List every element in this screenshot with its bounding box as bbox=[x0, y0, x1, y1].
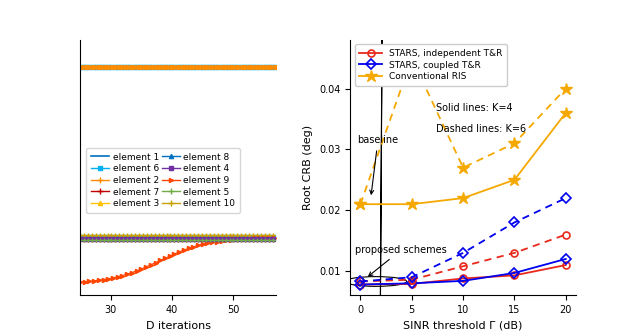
X-axis label: SINR threshold Γ (dB): SINR threshold Γ (dB) bbox=[403, 321, 523, 331]
Text: baseline: baseline bbox=[357, 135, 399, 194]
Y-axis label: Root CRB (deg): Root CRB (deg) bbox=[303, 125, 314, 210]
Text: Dashed lines: K=6: Dashed lines: K=6 bbox=[436, 124, 526, 134]
Legend: STARS, independent T&R, STARS, coupled T&R, Conventional RIS: STARS, independent T&R, STARS, coupled T… bbox=[355, 44, 507, 86]
Text: proposed schemes: proposed schemes bbox=[355, 245, 447, 276]
Legend: element 1, element 6, element 2, element 7, element 3, element 8, element 4, ele: element 1, element 6, element 2, element… bbox=[86, 148, 240, 213]
X-axis label: D iterations: D iterations bbox=[146, 321, 211, 331]
Text: Solid lines: K=4: Solid lines: K=4 bbox=[436, 104, 513, 114]
